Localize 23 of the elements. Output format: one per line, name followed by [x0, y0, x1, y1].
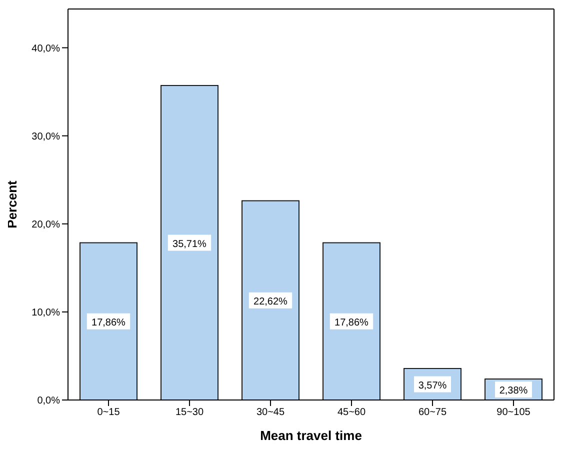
data-label: 22,62%: [254, 296, 288, 308]
y-tick-label: 10,0%: [32, 307, 60, 318]
x-tick-label: 30~45: [256, 407, 285, 418]
bar: [80, 242, 138, 400]
bar: [242, 200, 300, 400]
y-tick-label: 20,0%: [32, 219, 60, 230]
x-tick-label: 60~75: [418, 407, 447, 418]
x-tick-label: 90~105: [496, 407, 531, 418]
data-label: 35,71%: [172, 238, 207, 250]
data-label: 17,86%: [92, 317, 126, 328]
y-axis-title: Percent: [4, 180, 20, 228]
data-label: 17,86%: [334, 317, 369, 328]
x-axis-title: Mean travel time: [260, 428, 362, 443]
y-tick-label: 30,0%: [32, 131, 60, 142]
x-tick-label: 0~15: [97, 407, 120, 418]
data-label: 2,38%: [499, 386, 528, 397]
y-tick-label: 40,0%: [32, 43, 60, 54]
bar: [160, 85, 218, 400]
bar: [322, 242, 380, 400]
data-label: 3,57%: [418, 380, 447, 392]
x-tick-label: 45~60: [337, 407, 366, 418]
x-tick-label: 15~30: [175, 407, 204, 418]
y-tick-label: 0,0%: [37, 396, 60, 407]
